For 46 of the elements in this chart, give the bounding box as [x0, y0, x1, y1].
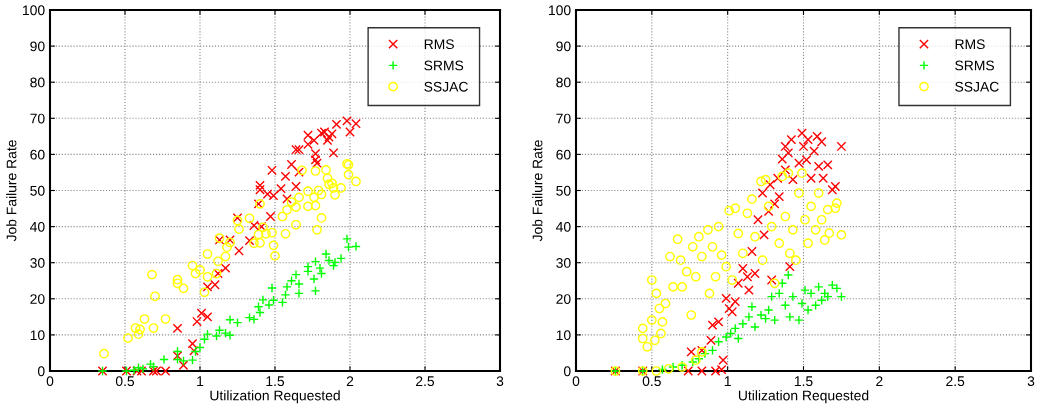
x-tick-label: 1 [724, 376, 731, 386]
y-tick-label: 10 [30, 330, 45, 341]
y-tick-label: 30 [30, 258, 45, 268]
legend-label: SSJAC [955, 81, 999, 92]
y-tick-label: 50 [556, 185, 571, 196]
legend-label: SRMS [955, 60, 995, 71]
x-tick-label: 2 [876, 376, 883, 386]
y-tick-label: 30 [556, 258, 571, 268]
legend-label: SSJAC [424, 81, 468, 92]
y-tick-label: 0 [563, 366, 571, 377]
y-tick-label: 40 [30, 221, 45, 232]
x-tick-label: 1.5 [266, 376, 285, 387]
x-axis-title: Utilization Requested [738, 390, 869, 404]
x-tick-label: 0 [572, 376, 580, 387]
y-tick-label: 90 [556, 41, 571, 52]
x-tick-label: 3 [496, 376, 504, 387]
y-axis-title: Job Failure Rate [532, 140, 543, 242]
y-tick-label: 50 [30, 185, 45, 196]
x-tick-label: 3 [1027, 376, 1035, 387]
y-tick-label: 20 [556, 294, 571, 304]
y-tick-label: 10 [556, 330, 571, 341]
x-tick-label: 1 [197, 376, 204, 386]
x-tick-label: 2.5 [946, 376, 965, 387]
x-tick-label: 0.5 [115, 376, 135, 387]
y-tick-label: 80 [556, 77, 571, 88]
y-axis-title: Job Failure Rate [6, 140, 17, 242]
y-tick-label: 40 [556, 221, 571, 232]
y-tick-label: 60 [30, 149, 45, 160]
y-tick-label: 100 [549, 5, 571, 16]
x-tick-label: 0.5 [642, 376, 661, 387]
x-axis-title: Utilization Requested [210, 390, 340, 404]
x-tick-label: 2 [346, 376, 354, 386]
x-tick-label: 2.5 [416, 376, 435, 387]
legend-label: RMS [424, 39, 454, 50]
y-tick-label: 0 [37, 366, 45, 377]
x-tick-label: 0 [46, 376, 54, 387]
y-tick-label: 20 [30, 294, 45, 304]
y-tick-label: 80 [30, 77, 45, 88]
y-tick-label: 70 [30, 113, 45, 124]
legend-label: RMS [955, 39, 985, 50]
y-tick-label: 100 [23, 5, 45, 16]
y-tick-label: 70 [556, 113, 571, 124]
y-tick-label: 90 [30, 41, 45, 52]
y-tick-label: 60 [556, 149, 571, 160]
x-tick-label: 1.5 [794, 376, 813, 387]
legend-label: SRMS [424, 60, 464, 71]
